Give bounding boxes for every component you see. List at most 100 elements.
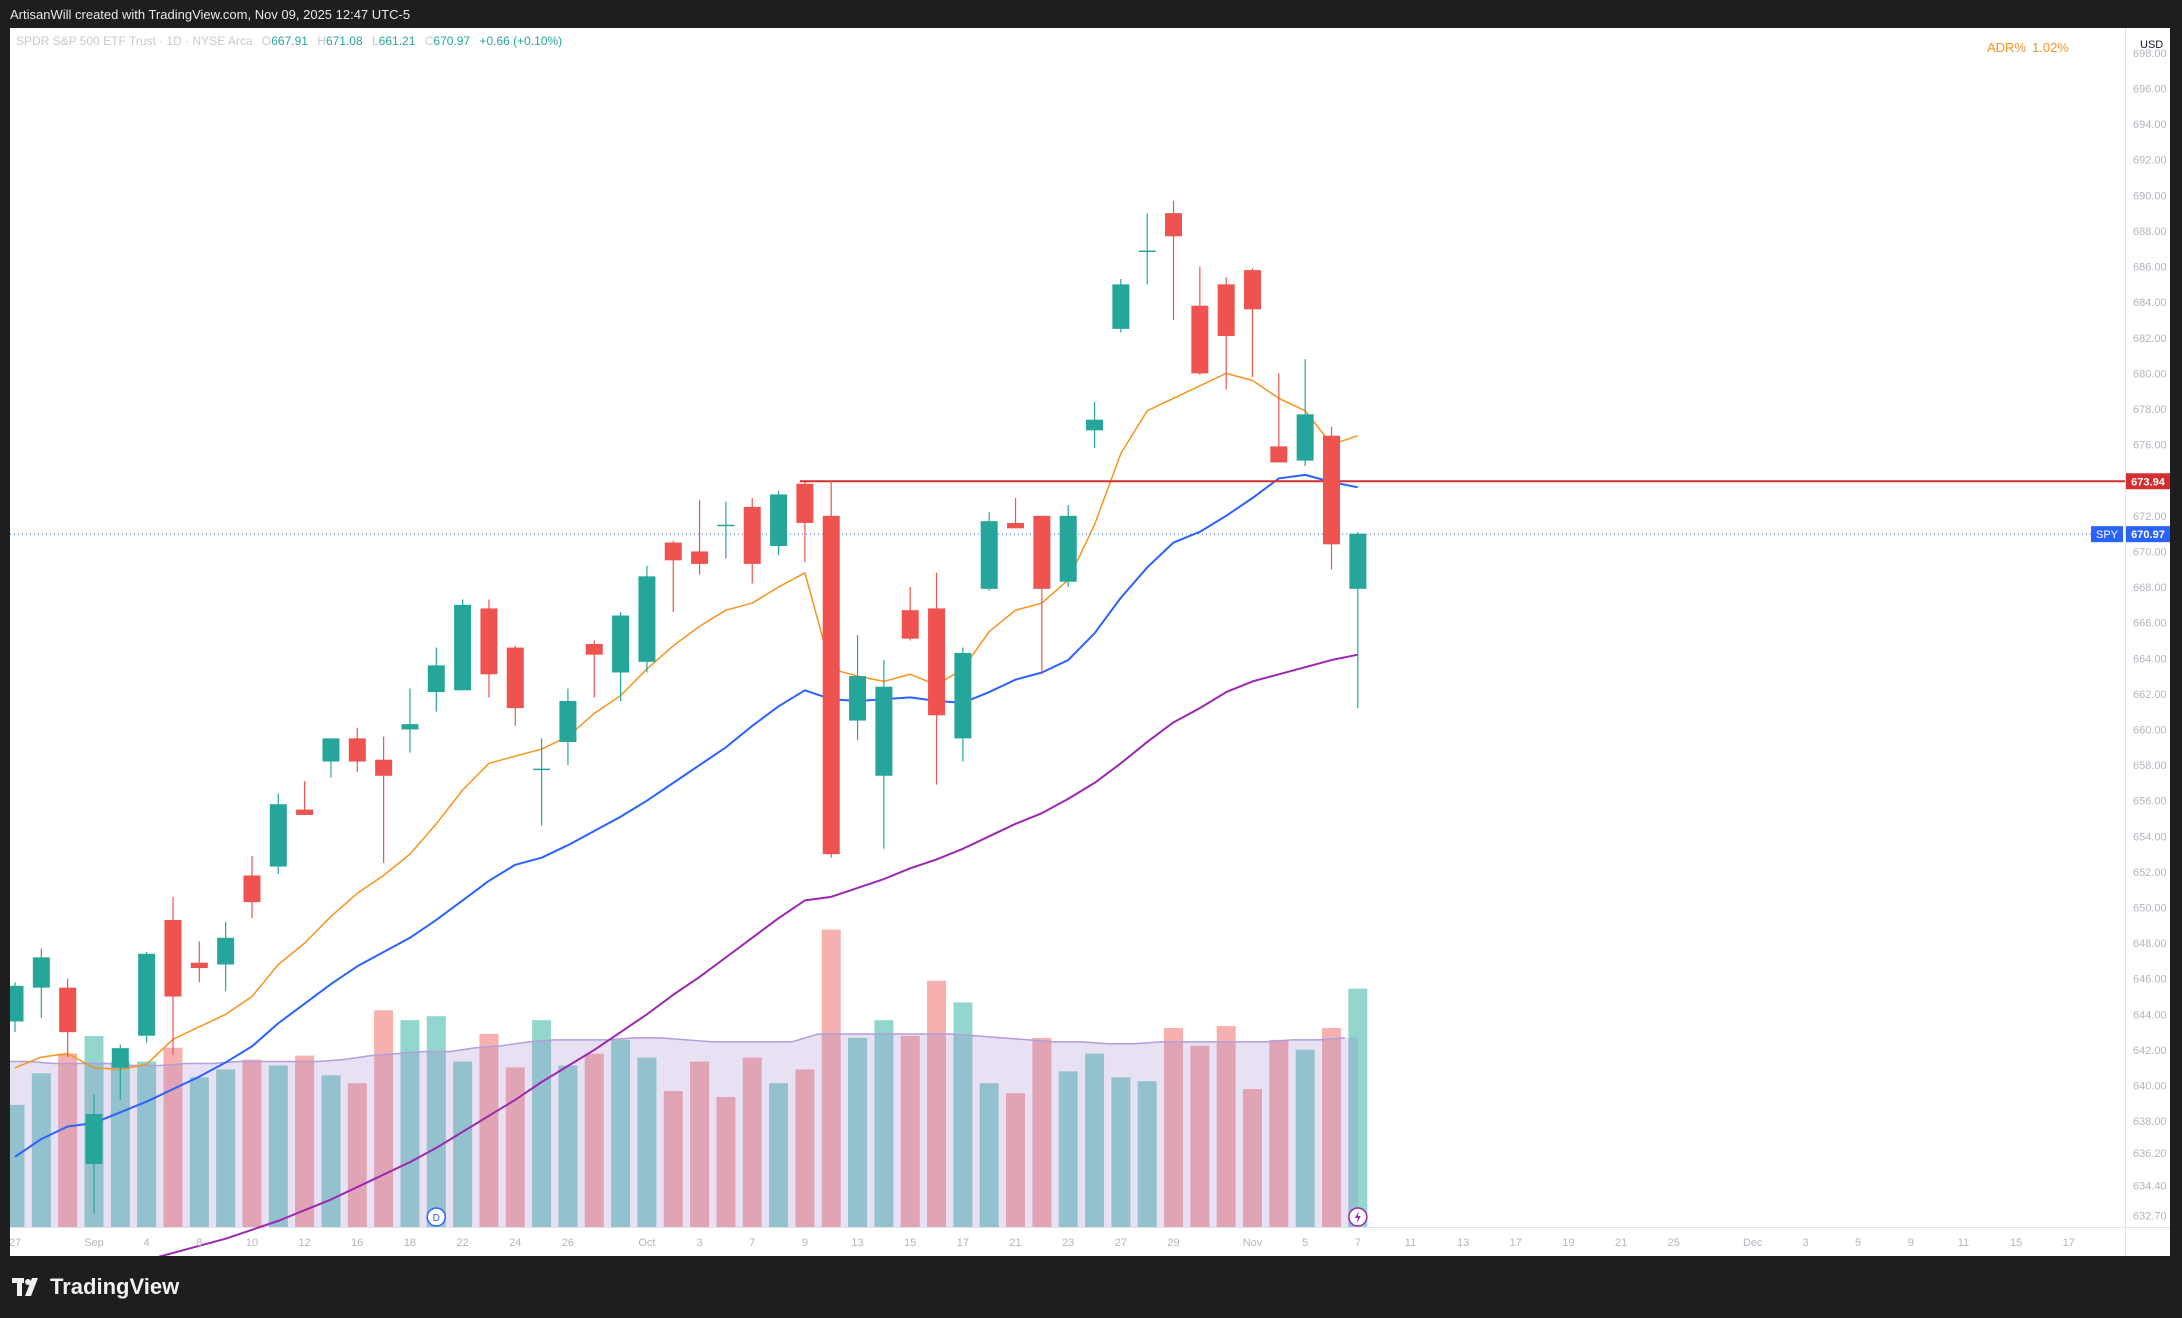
candle-body	[1349, 533, 1367, 589]
time-tick-label: 26	[562, 1237, 574, 1249]
time-tick-label: 8	[196, 1237, 202, 1249]
time-tick-label: 11	[1405, 1237, 1416, 1249]
level-price-badge: 673.94	[2126, 473, 2170, 490]
candle	[454, 599, 472, 691]
volume-bar	[268, 1065, 288, 1227]
time-tick-label: 13	[1457, 1237, 1469, 1249]
candle-body	[348, 738, 366, 762]
volume-bar	[927, 980, 947, 1227]
chart-area[interactable]: 698.00 696.00 694.00 692.00 690.00 688.00 686.…	[2, 28, 2170, 1292]
volume-bar	[295, 1055, 315, 1227]
candle	[559, 688, 577, 766]
candle	[1086, 401, 1104, 449]
candle	[533, 738, 551, 826]
price-tick-label: 692.00	[2133, 155, 2167, 167]
candle	[796, 481, 814, 563]
legend-high-value: 671.08	[326, 34, 363, 48]
candle	[1244, 268, 1262, 377]
volume-bar	[900, 1035, 920, 1227]
price-tick-label: 644.00	[2133, 1009, 2167, 1021]
time-tick-label: 24	[509, 1237, 521, 1249]
dividend-marker[interactable]: D	[426, 1207, 447, 1227]
volume-bar	[795, 1069, 815, 1227]
candle-body	[1165, 213, 1183, 237]
time-tick-label: 5	[1302, 1237, 1308, 1249]
candle-body	[1296, 414, 1314, 461]
candle-body	[822, 515, 840, 855]
candle	[401, 688, 419, 753]
price-tick-label: 676.00	[2133, 440, 2167, 452]
candle	[85, 1094, 103, 1214]
candle-body	[6, 985, 24, 1022]
candle	[1191, 266, 1209, 376]
candle-body	[1191, 305, 1209, 374]
candle-body	[1112, 284, 1130, 329]
tradingview-logo[interactable]: TradingView	[12, 1274, 179, 1300]
level-price-label: 673.94	[2131, 476, 2166, 488]
candle	[217, 921, 235, 992]
volume-bar	[532, 1020, 552, 1227]
candle-body	[1059, 515, 1077, 582]
candle	[980, 512, 998, 591]
time-tick-label: 11	[1958, 1237, 1969, 1249]
time-tick-label: 23	[1062, 1237, 1074, 1249]
legend-low-value: 661.21	[379, 34, 416, 48]
candle	[638, 565, 656, 673]
volume-bar	[189, 1077, 209, 1227]
bottom-bar: TradingView	[0, 1256, 2182, 1318]
time-axis[interactable]: 27 Sep 4 8 10 12 16 18 22 24 26 Oct 3 7 9 13 15 17 21 23 27 2…	[9, 1237, 2075, 1249]
candle	[1138, 213, 1156, 285]
volume-bar	[742, 1057, 762, 1227]
price-chart[interactable]: 698.00 696.00 694.00 692.00 690.00 688.00 686.…	[2, 28, 2170, 1292]
volume-bar	[321, 1075, 341, 1227]
price-tick-label: 664.00	[2133, 653, 2167, 665]
candle-body	[954, 652, 972, 739]
volume-bar	[1032, 1037, 1052, 1227]
legend: SPDR S&P 500 ETF Trust · 1D · NYSE Arca …	[16, 34, 562, 48]
adr-value: 1.02%	[2032, 40, 2069, 55]
volume-bar	[400, 1020, 420, 1227]
volume-ma-fill	[2, 1033, 1358, 1227]
time-tick-label: Nov	[1243, 1237, 1263, 1249]
candle	[875, 660, 893, 849]
earnings-marker[interactable]	[1348, 1207, 1368, 1227]
time-tick-label: 9	[802, 1237, 808, 1249]
candle-body	[296, 809, 314, 815]
volume-bar	[584, 1053, 604, 1227]
last-price-badge: SPY 670.97	[2091, 526, 2170, 543]
volume-bar	[663, 1091, 683, 1227]
time-tick-label: 17	[2063, 1237, 2075, 1249]
currency-label[interactable]: USD	[2140, 39, 2163, 51]
volume-bar	[1295, 1049, 1315, 1227]
chart-credit: ArtisanWill created with TradingView.com…	[10, 7, 411, 22]
candle	[138, 952, 156, 1043]
time-tick-label: 3	[1802, 1237, 1808, 1249]
price-axis[interactable]: 698.00 696.00 694.00 692.00 690.00 688.00 686.…	[2133, 48, 2167, 1223]
candle	[59, 978, 77, 1058]
candle	[901, 587, 919, 641]
volume-bar	[453, 1061, 473, 1227]
time-tick-label: 10	[246, 1237, 258, 1249]
volume-bar	[874, 1020, 894, 1227]
volume-bar	[479, 1033, 499, 1227]
candle-body	[1086, 419, 1104, 431]
candle	[691, 499, 709, 575]
price-tick-label: 650.00	[2133, 903, 2167, 915]
time-tick-label: 7	[1355, 1237, 1361, 1249]
time-tick-label: 27	[1115, 1237, 1127, 1249]
last-price-label: 670.97	[2131, 529, 2165, 541]
legend-high-label: H	[317, 34, 326, 48]
time-tick-label: 22	[456, 1237, 468, 1249]
candle	[111, 1044, 129, 1100]
candle	[1165, 200, 1183, 320]
candle-body	[59, 987, 77, 1033]
candle	[849, 635, 867, 741]
volume-bar	[1348, 988, 1368, 1227]
price-tick-label: 658.00	[2133, 760, 2167, 772]
volume-bar	[637, 1057, 657, 1227]
volume-pane	[5, 929, 1368, 1227]
candle-body	[1217, 284, 1235, 336]
candle	[164, 896, 182, 1056]
candle	[1059, 505, 1077, 588]
candle-body	[743, 506, 761, 564]
